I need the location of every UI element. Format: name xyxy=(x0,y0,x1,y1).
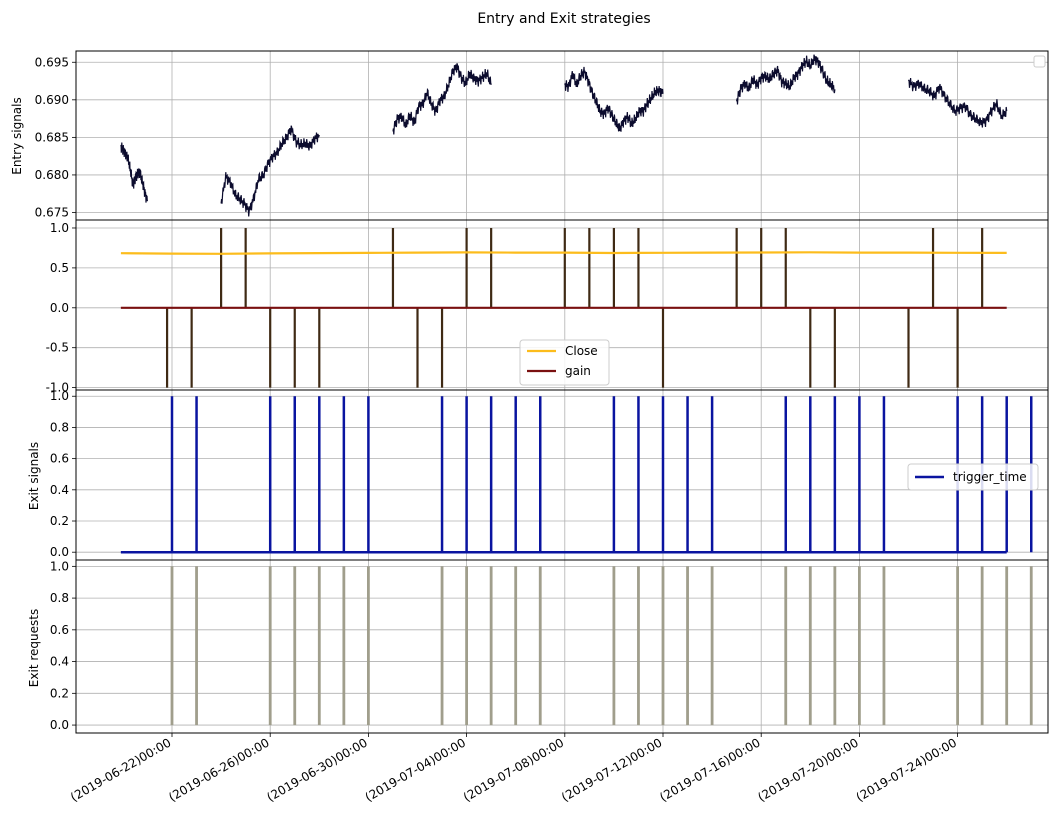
y-tick-label: 0.6 xyxy=(50,623,69,637)
y-tick-label: -1.0 xyxy=(46,381,69,395)
legend-close-label: Close xyxy=(565,344,598,358)
y-tick-label: 0.675 xyxy=(35,205,69,219)
y-tick-label: 1.0 xyxy=(50,559,69,573)
close-price-line xyxy=(564,66,664,132)
exit-signals-ylabel: Exit signals xyxy=(27,442,41,510)
close-price-line xyxy=(736,54,836,105)
exit-requests-ylabel: Exit requests xyxy=(27,609,41,687)
legend-box xyxy=(907,463,1039,491)
x-tick-label: (2019-06-30)00:00 xyxy=(264,735,369,804)
y-tick-label: 0.0 xyxy=(50,718,69,732)
exit-signals-panel: 0.0 0.2 0.4 0.6 0.8 1.0 xyxy=(50,389,1049,561)
plot-area xyxy=(76,390,1048,560)
plot-area xyxy=(76,51,1048,220)
y-tick-label: 0.2 xyxy=(50,686,69,700)
y-tick-label: 0.690 xyxy=(35,93,69,107)
close-price-line xyxy=(907,77,1008,128)
figure-title: Entry and Exit strategies xyxy=(477,11,650,27)
close-price-line xyxy=(120,142,148,203)
y-tick-label: 0.4 xyxy=(50,483,69,497)
y-tick-label: 0.2 xyxy=(50,514,69,528)
y-tick-label: 0.695 xyxy=(35,55,69,69)
plot-frame xyxy=(75,559,1049,734)
exit-requests-panel: 0.0 0.2 0.4 0.6 0.8 1.0 xyxy=(50,559,1049,734)
y-tick-label: 1.0 xyxy=(50,221,69,235)
legend-trigger-time-label: trigger_time xyxy=(953,470,1027,484)
y-tick-label: 0.680 xyxy=(35,168,69,182)
gain-panel-legend: Close gain xyxy=(519,339,610,386)
x-tick-label: (2019-06-26)00:00 xyxy=(166,735,271,804)
x-tick-label: (2019-07-08)00:00 xyxy=(461,735,566,804)
y-tick-label: 0.685 xyxy=(35,130,69,144)
y-tick-label: 1.0 xyxy=(50,389,69,403)
x-tick-label: (2019-07-12)00:00 xyxy=(559,735,664,804)
legend-gain-label: gain xyxy=(565,364,591,378)
y-tick-label: 0.8 xyxy=(50,591,69,605)
y-tick-label: 0.5 xyxy=(50,261,69,275)
x-tick-label: (2019-07-16)00:00 xyxy=(657,735,762,804)
plot-area xyxy=(76,560,1048,733)
y-tick-label: 0.4 xyxy=(50,655,69,669)
y-tick-label: 0.8 xyxy=(50,420,69,434)
close-price-line xyxy=(392,63,492,135)
y-tick-label: -0.5 xyxy=(46,341,69,355)
x-tick-label: (2019-07-20)00:00 xyxy=(755,735,860,804)
y-tick-label: 0.0 xyxy=(50,301,69,315)
x-tick-label: (2019-06-22)00:00 xyxy=(68,735,173,804)
x-tick-label: (2019-07-04)00:00 xyxy=(363,735,468,804)
x-axis: (2019-06-22)00:00(2019-06-26)00:00(2019-… xyxy=(68,733,959,804)
x-tick-label: (2019-07-24)00:00 xyxy=(854,735,959,804)
entry-signals-empty-legend xyxy=(1033,55,1046,68)
exit-signals-legend: trigger_time xyxy=(907,463,1039,491)
y-tick-label: 0.6 xyxy=(50,452,69,466)
close-series-line xyxy=(120,251,1007,255)
entry-signals-panel: 0.675 0.680 0.685 0.690 0.695 xyxy=(35,50,1049,221)
entry-signals-ylabel: Entry signals xyxy=(10,97,24,175)
close-price-line xyxy=(220,125,320,217)
y-tick-label: 0.0 xyxy=(50,545,69,559)
